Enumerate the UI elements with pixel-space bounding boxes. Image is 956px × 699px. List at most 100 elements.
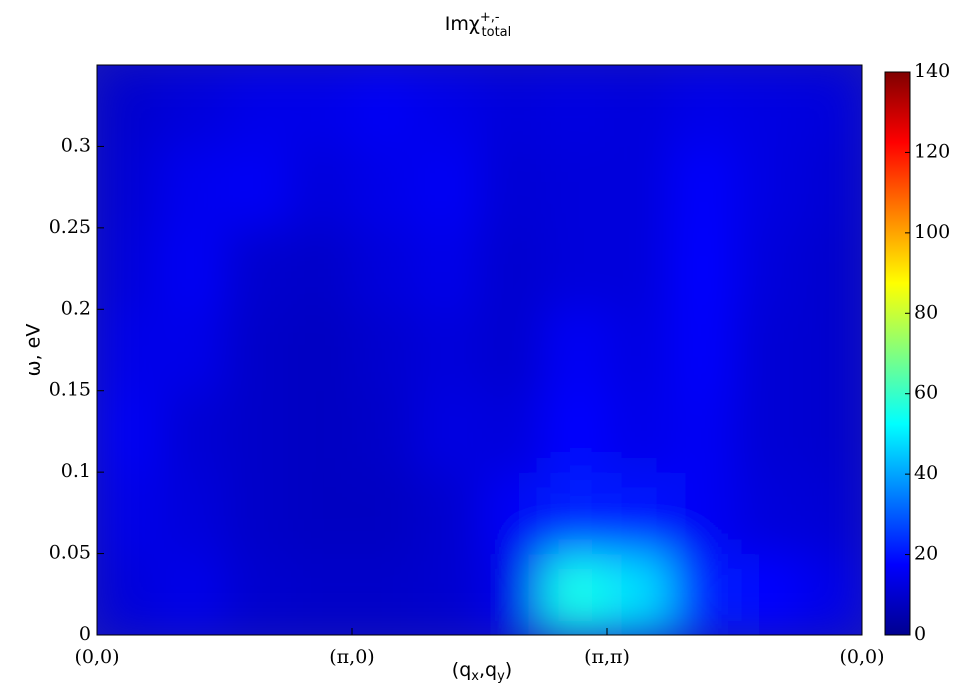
x-tick-label: (π,0)	[329, 646, 374, 668]
heat-cell	[416, 146, 480, 228]
heat-cell	[97, 228, 161, 310]
heat-cell	[416, 309, 480, 391]
x-axis-label: (qx,qy)	[452, 659, 512, 684]
heat-cell	[161, 65, 225, 147]
y-tick-label: 0.05	[49, 542, 91, 564]
y-tick-label: 0.15	[49, 379, 91, 401]
heat-cell	[480, 309, 544, 391]
heat-cell	[735, 228, 799, 310]
heat-cell	[288, 309, 352, 391]
heat-cell	[543, 146, 607, 228]
chart: Imχ+,-total ω, eV (qx,qy) 0 0.05 0.1 0.15 0.…	[0, 0, 956, 695]
colorbar-tick-label: 0	[914, 623, 926, 645]
heat-cell	[543, 554, 607, 636]
heat-cell	[288, 228, 352, 310]
heat-cell	[97, 554, 161, 636]
x-tick-label: (0,0)	[839, 646, 884, 668]
heat-cell	[798, 146, 862, 228]
heat-cell	[352, 146, 416, 228]
heat-cell	[671, 554, 735, 636]
heat-cell	[161, 228, 225, 310]
heat-cell	[416, 228, 480, 310]
x-tick-label: (0,0)	[74, 646, 119, 668]
y-tick-label: 0.25	[49, 216, 91, 238]
heat-cell	[735, 309, 799, 391]
heat-cell	[671, 472, 735, 554]
heat-cell	[225, 146, 289, 228]
heat-cell	[607, 65, 671, 147]
heat-cell	[798, 391, 862, 473]
colorbar	[885, 72, 910, 635]
heat-cell	[225, 391, 289, 473]
colorbar-tick-label: 20	[914, 543, 938, 565]
heat-cell	[225, 65, 289, 147]
heatmap	[97, 65, 863, 636]
heat-cell	[97, 146, 161, 228]
heat-cell	[607, 554, 671, 636]
heat-cell	[352, 65, 416, 147]
heat-cell	[352, 554, 416, 636]
heat-cell	[97, 65, 161, 147]
heat-cell	[607, 146, 671, 228]
heat-cell	[671, 228, 735, 310]
heat-cell	[480, 554, 544, 636]
heat-cell	[225, 554, 289, 636]
chart-title: Imχ+,-total	[445, 10, 512, 40]
heat-cell	[416, 554, 480, 636]
heat-cell	[161, 146, 225, 228]
heat-cell	[671, 65, 735, 147]
y-tick-label: 0.1	[61, 460, 91, 482]
colorbar-tick-label: 120	[914, 140, 950, 162]
heat-cell	[225, 309, 289, 391]
colorbar-tick-label: 60	[914, 382, 938, 404]
heat-cell	[671, 309, 735, 391]
y-axis-label: ω, eV	[23, 324, 45, 377]
heat-cell	[543, 391, 607, 473]
heat-cell	[798, 472, 862, 554]
heat-cell	[480, 228, 544, 310]
colorbar-tick-label: 140	[914, 60, 950, 82]
heat-cell	[735, 472, 799, 554]
heat-cell	[735, 65, 799, 147]
heat-cell	[288, 554, 352, 636]
heat-cell	[480, 391, 544, 473]
colorbar-tick-label: 100	[914, 221, 950, 243]
heat-cell	[543, 309, 607, 391]
y-tick-label: 0	[79, 623, 91, 645]
heat-cell	[735, 391, 799, 473]
heat-cell	[352, 391, 416, 473]
heat-cell	[352, 228, 416, 310]
heat-cell	[225, 228, 289, 310]
heat-cell	[161, 554, 225, 636]
heat-cell	[607, 228, 671, 310]
heat-cell	[735, 146, 799, 228]
y-tick-label: 0.3	[61, 134, 91, 156]
colorbar-tick-label: 40	[914, 462, 938, 484]
heat-cell	[798, 65, 862, 147]
heat-cell	[480, 146, 544, 228]
heat-cell	[416, 472, 480, 554]
heat-cell	[607, 309, 671, 391]
heat-cell	[798, 228, 862, 310]
heat-cell	[161, 472, 225, 554]
heat-cell	[352, 472, 416, 554]
heat-cell	[607, 391, 671, 473]
heat-cell	[288, 391, 352, 473]
heat-cell	[798, 554, 862, 636]
heat-cell	[671, 391, 735, 473]
y-tick-label: 0.2	[61, 297, 91, 319]
heat-cell	[543, 228, 607, 310]
heat-cell	[480, 472, 544, 554]
heat-cell	[607, 472, 671, 554]
x-tick-label: (π,π)	[584, 646, 630, 668]
heat-cell	[735, 554, 799, 636]
heat-cell	[543, 472, 607, 554]
heat-cell	[416, 65, 480, 147]
heat-cell	[161, 391, 225, 473]
heat-cell	[225, 472, 289, 554]
colorbar-tick-label: 80	[914, 301, 938, 323]
heat-cell	[97, 391, 161, 473]
heat-cell	[352, 309, 416, 391]
heat-cell	[671, 146, 735, 228]
heat-cell	[97, 472, 161, 554]
